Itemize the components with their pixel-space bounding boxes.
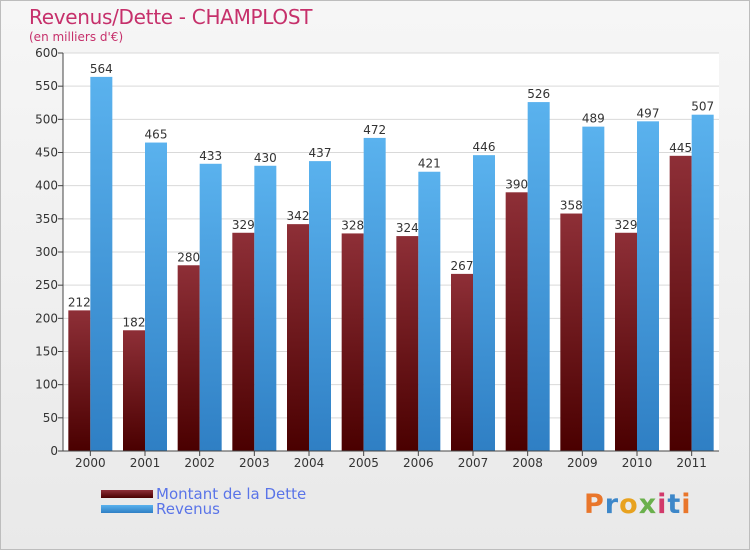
y-tick-label: 300: [35, 245, 58, 259]
legend-label-debt: Montant de la Dette: [156, 485, 307, 503]
x-tick-label: 2004: [294, 456, 325, 470]
x-tick-label: 2000: [75, 456, 106, 470]
bar-dette: [232, 232, 255, 451]
chart-title: Revenus/Dette - CHAMPLOST: [29, 5, 313, 29]
logo-letter: r: [604, 489, 620, 520]
data-label: 437: [309, 146, 332, 160]
data-label: 433: [199, 149, 222, 163]
data-label: 329: [232, 218, 255, 232]
x-tick-label: 2011: [676, 456, 707, 470]
data-label: 430: [254, 151, 277, 165]
data-label: 182: [123, 315, 146, 329]
bar-revenus: [309, 161, 331, 451]
data-label: 446: [473, 140, 496, 154]
bar-revenus: [199, 163, 222, 451]
x-tick-label: 2007: [458, 456, 489, 470]
y-tick-label: 100: [35, 378, 58, 392]
x-tick-label: 2010: [622, 456, 653, 470]
legend-swatch-revenus: [101, 505, 153, 513]
legend-label-revenus: Revenus: [156, 500, 220, 518]
data-label: 489: [582, 112, 605, 126]
bar-dette: [341, 233, 364, 451]
data-label: 342: [287, 209, 310, 223]
bar-dette: [451, 273, 473, 451]
y-tick-label: 0: [50, 444, 58, 458]
data-label: 358: [560, 199, 583, 213]
y-tick-label: 500: [35, 112, 58, 126]
x-tick-label: 2009: [567, 456, 598, 470]
data-label: 421: [418, 157, 441, 171]
bar-revenus: [254, 165, 277, 451]
logo-letter: i: [657, 489, 668, 520]
logo-letter: i: [681, 489, 692, 520]
chart-subtitle: (en milliers d'€): [29, 30, 124, 44]
bar-revenus: [363, 137, 386, 451]
bar-dette: [68, 310, 91, 451]
y-tick-label: 450: [35, 146, 58, 160]
data-label: 324: [396, 221, 419, 235]
legend-swatch-debt: [101, 490, 153, 498]
y-tick-label: 550: [35, 79, 58, 93]
bar-revenus: [637, 121, 659, 451]
logo-letter: P: [584, 489, 605, 520]
data-label: 212: [68, 295, 91, 309]
logo-letter: x: [638, 489, 658, 520]
bar-dette: [177, 265, 200, 451]
bar-revenus: [527, 102, 550, 451]
data-label: 472: [363, 123, 386, 137]
y-tick-label: 250: [35, 278, 58, 292]
y-tick-label: 400: [35, 179, 58, 193]
proxiti-logo: Proxiti: [584, 489, 692, 520]
bar-revenus: [582, 126, 605, 451]
bar-revenus: [473, 155, 495, 452]
y-tick-label: 600: [35, 46, 58, 60]
data-label: 526: [527, 87, 550, 101]
data-label: 329: [615, 218, 638, 232]
bar-dette: [287, 224, 309, 451]
bar-revenus: [418, 171, 441, 451]
data-label: 280: [177, 250, 200, 264]
x-tick-label: 2008: [512, 456, 543, 470]
x-tick-label: 2003: [239, 456, 270, 470]
y-tick-label: 200: [35, 311, 58, 325]
bar-dette: [669, 155, 692, 452]
bar-dette: [123, 330, 145, 451]
logo-letter: t: [667, 489, 682, 520]
data-label: 497: [637, 106, 660, 120]
x-tick-label: 2002: [184, 456, 215, 470]
bar-dette: [396, 236, 419, 451]
y-tick-label: 50: [43, 411, 58, 425]
data-label: 267: [451, 259, 474, 273]
data-label: 507: [691, 100, 714, 114]
data-label: 465: [145, 128, 168, 142]
data-label: 445: [669, 141, 692, 155]
bar-revenus: [90, 76, 113, 451]
logo-letter: o: [619, 489, 639, 520]
data-label: 390: [505, 177, 528, 191]
y-tick-label: 150: [35, 345, 58, 359]
data-label: 328: [341, 218, 364, 232]
bar-revenus: [691, 114, 714, 451]
bar-dette: [505, 192, 528, 452]
y-tick-label: 350: [35, 212, 58, 226]
x-tick-label: 2001: [130, 456, 161, 470]
x-tick-label: 2006: [403, 456, 434, 470]
bar-dette: [560, 213, 583, 451]
bar-revenus: [145, 142, 167, 452]
x-tick-label: 2005: [348, 456, 379, 470]
data-label: 564: [90, 62, 113, 76]
bar-dette: [615, 232, 637, 451]
